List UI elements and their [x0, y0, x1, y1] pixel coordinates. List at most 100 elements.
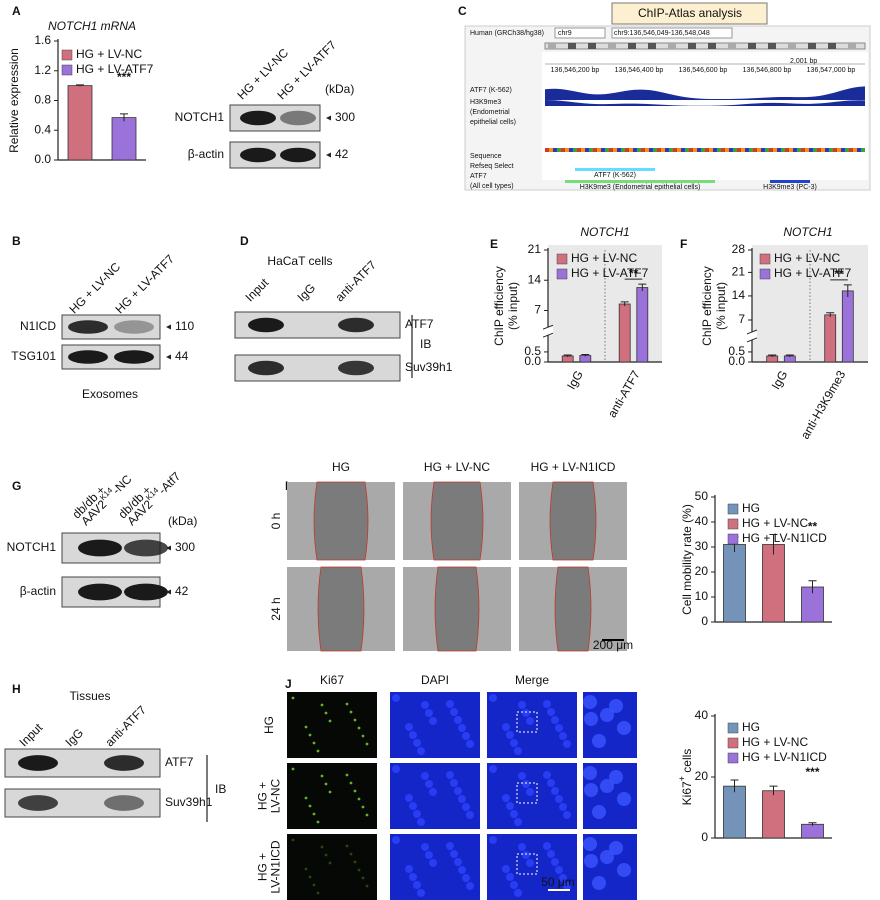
sequence-base: [553, 148, 557, 152]
y-tick-label: 21: [732, 265, 746, 279]
sequence-base: [709, 148, 713, 152]
cell: [417, 747, 425, 755]
band: [78, 583, 122, 601]
cell: [312, 812, 316, 816]
cell: [324, 853, 328, 857]
position-label: 136,547,000 bp: [807, 67, 856, 74]
y-axis-label: Cell mobility rate (%): [680, 504, 694, 615]
y-tick-label: 14: [732, 288, 746, 302]
band: [124, 539, 168, 557]
cell: [413, 881, 421, 889]
error-bar: [563, 354, 572, 357]
sequence-base: [809, 148, 813, 152]
sequence-base: [545, 148, 549, 152]
blot-title: HaCaT cells: [267, 254, 332, 268]
ideogram-band: [748, 43, 756, 49]
method-label: IB: [215, 782, 226, 796]
band: [114, 320, 154, 334]
cell: [514, 747, 522, 755]
y-tick-label: 28: [732, 242, 746, 256]
ideogram-band: [628, 43, 636, 49]
ideogram-band: [788, 43, 796, 49]
legend-label: HG + LV-NC: [76, 47, 142, 61]
cell: [609, 699, 623, 713]
ideogram-band: [768, 43, 776, 49]
band: [78, 539, 122, 557]
sequence-base: [613, 148, 617, 152]
cell: [316, 891, 320, 895]
kda-arrow: [166, 324, 171, 330]
chart-title: NOTCH1: [783, 225, 832, 239]
wound-area: [430, 481, 484, 561]
cell: [361, 734, 365, 738]
y-tick-label: 30: [695, 539, 709, 553]
band: [18, 795, 58, 811]
sequence-base: [621, 148, 625, 152]
wound-area: [549, 481, 597, 561]
band: [248, 317, 284, 333]
panel-letter: D: [240, 234, 249, 248]
y-tick-label: 0.5: [728, 344, 745, 358]
method-label: IB: [420, 337, 431, 351]
sequence-base: [693, 148, 697, 152]
cell: [555, 795, 563, 803]
sequence-base: [785, 148, 789, 152]
sequence-base: [805, 148, 809, 152]
cell: [324, 711, 328, 715]
bar: [636, 287, 649, 363]
cell: [361, 876, 365, 880]
bar: [618, 303, 631, 363]
cell: [425, 851, 433, 859]
sequence-base: [561, 148, 565, 152]
cell: [617, 792, 631, 806]
viewport: [542, 52, 868, 180]
legend-label: HG + LV-NC: [571, 251, 637, 265]
ideogram-band: [548, 43, 556, 49]
zoom-box: [516, 853, 538, 875]
y-axis-label: (% input): [506, 282, 520, 330]
cell: [592, 734, 606, 748]
cell: [328, 719, 332, 723]
sequence-base: [721, 148, 725, 152]
micrograph: [287, 834, 377, 900]
bar: [801, 823, 824, 839]
legend-swatch: [727, 533, 739, 545]
cell: [563, 882, 571, 890]
wound-area: [554, 566, 592, 652]
cell: [466, 882, 474, 890]
lower-label: Refseq Select: [470, 163, 514, 170]
column-label: Merge: [515, 673, 549, 687]
column-label: HG + LV-NC: [424, 460, 490, 474]
cell: [365, 742, 369, 746]
cell: [392, 836, 400, 844]
row-label: HG +: [256, 853, 270, 881]
cell: [583, 766, 597, 780]
cell: [547, 708, 555, 716]
cell: [551, 716, 559, 724]
sequence-base: [565, 148, 569, 152]
cell: [489, 765, 497, 773]
panel-letter: G: [12, 479, 21, 493]
sequence-base: [789, 148, 793, 152]
row-label: Suv39h1: [405, 360, 453, 374]
sequence-base: [725, 148, 729, 152]
sequence-base: [857, 148, 861, 152]
error-bar: [808, 580, 817, 594]
y-tick-label: 50: [695, 489, 709, 503]
micrograph: [287, 763, 377, 829]
position-label: 136,546,600 bp: [679, 67, 728, 74]
unit-label: (kDa): [168, 514, 197, 528]
cell: [584, 783, 598, 797]
sequence-base: [669, 148, 673, 152]
y-axis-label: ChIP efficiency: [700, 266, 714, 346]
cell: [559, 874, 567, 882]
cell: [291, 767, 295, 771]
sequence-base: [745, 148, 749, 152]
row-label: Suv39h1: [165, 795, 213, 809]
cell: [609, 770, 623, 784]
sequence-base: [829, 148, 833, 152]
y-axis-label: (% input): [714, 282, 728, 330]
sequence-base: [577, 148, 581, 152]
significance: ***: [117, 70, 131, 84]
